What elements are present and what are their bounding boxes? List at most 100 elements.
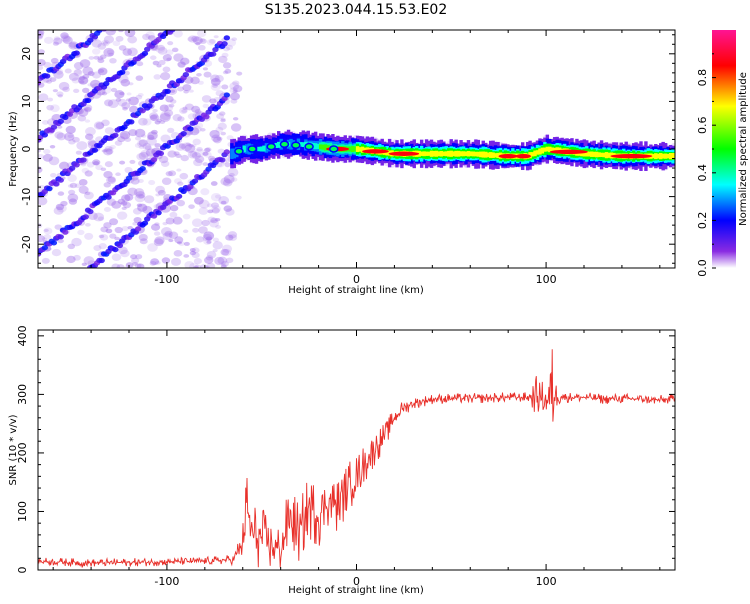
spectrogram-speckle — [212, 249, 218, 253]
aliased-line-mark — [219, 157, 226, 163]
spectrogram-speckle — [212, 237, 220, 243]
aliased-line-mark — [87, 37, 94, 43]
spectrogram-speckle — [38, 34, 43, 40]
spectrogram-speckle — [95, 122, 105, 129]
spectrogram-speckle — [127, 187, 138, 196]
spectrogram-speckle — [220, 200, 227, 205]
spectrogram-speckle — [88, 56, 95, 60]
spectrogram-speckle — [187, 113, 197, 120]
spectrogram-speckle — [98, 243, 107, 250]
spectrogram-speckle — [57, 238, 64, 244]
spectrogram-speckle — [82, 66, 94, 76]
spectrogram-speckle — [127, 35, 138, 44]
spectrogram-speckle — [222, 62, 232, 69]
spectrogram-speckle — [178, 241, 185, 246]
aliased-line-mark — [180, 19, 186, 24]
spectrogram-speckle — [223, 174, 235, 184]
ridge-band-mark — [424, 151, 429, 156]
spectrogram-speckle — [206, 250, 217, 259]
snr-x-axis-label: Height of straight line (km) — [288, 585, 424, 596]
spectrogram-speckle — [219, 111, 226, 116]
spectrogram-speckle — [132, 262, 138, 266]
snr-ticks: -100 0 100 0 100 200 300 400 — [16, 325, 675, 588]
spectrogram-speckle — [81, 262, 87, 266]
spectrogram-speckle — [131, 257, 140, 264]
spectrogram-speckle — [205, 255, 214, 261]
spectrogram-speckle — [232, 89, 238, 93]
spectrogram-speckle — [225, 257, 234, 264]
spectrogram-speckle — [134, 128, 146, 138]
spectrogram-speckle — [214, 217, 221, 222]
ridge-peak-mark — [549, 149, 588, 155]
spectrogram-speckle — [167, 127, 175, 133]
aliased-line-mark — [187, 184, 194, 190]
spectrogram-speckle — [138, 194, 145, 199]
aliased-line-mark — [103, 81, 110, 87]
aliased-line-mark — [223, 149, 231, 155]
spectrogram-speckle — [221, 84, 229, 90]
spectrogram-speckle — [210, 192, 222, 202]
spectrogram-speckle — [182, 213, 191, 220]
aliased-line-mark — [169, 30, 176, 33]
spectrogram-speckle — [97, 216, 105, 221]
spectrogram-speckle — [211, 202, 220, 209]
ridge-band-mark — [447, 150, 451, 157]
spectrogram-speckle — [200, 188, 210, 196]
ridge-band-mark — [417, 150, 421, 157]
spectrogram-speckle — [149, 260, 157, 266]
aliased-line-mark — [150, 213, 158, 219]
spectrogram-speckle — [154, 236, 165, 245]
aliased-line-mark — [141, 220, 149, 226]
spectrogram-speckle — [60, 32, 69, 39]
spectrogram-speckle — [121, 194, 131, 202]
ridge-peak-mark — [610, 153, 653, 159]
spectrogram-speckle — [38, 235, 45, 243]
aliased-line-mark — [87, 208, 94, 215]
aliased-line-mark — [57, 234, 64, 240]
ridge-band-mark — [461, 151, 466, 157]
spectrogram-speckle — [104, 99, 114, 107]
spectrogram-speckle — [170, 89, 176, 93]
ridge-band-mark — [661, 153, 665, 159]
spectrogram-speckle — [230, 177, 238, 182]
ridge-band-mark — [484, 151, 488, 158]
spectrogram-speckle — [41, 237, 47, 241]
spectrogram-speckle — [150, 114, 160, 122]
ridge-band-mark — [671, 153, 675, 160]
spectrogram-speckle — [53, 206, 64, 215]
ridge-band-mark — [663, 153, 668, 159]
aliased-line-mark — [125, 175, 133, 181]
spectrogram-speckle — [172, 114, 182, 122]
aliased-line-mark — [78, 274, 84, 279]
spectrogram-speckle — [164, 230, 173, 238]
spectrogram-speckle — [165, 171, 173, 177]
ridge-band-mark — [348, 146, 352, 152]
ridge-band-mark — [651, 154, 656, 159]
spectrogram-speckle — [56, 204, 67, 213]
aliased-line-mark — [182, 71, 190, 78]
spectrogram-speckle — [134, 142, 142, 149]
spectrogram-speckle — [232, 85, 243, 93]
spectrogram-speckle — [207, 209, 214, 214]
spectrogram-speckle — [46, 79, 53, 84]
ridge-band-mark — [602, 152, 606, 158]
spectrogram-speckle — [105, 148, 114, 155]
ridge-peak-mark — [515, 153, 532, 159]
spectrogram-speckle — [177, 116, 185, 122]
spectrogram-speckle — [206, 262, 216, 268]
spectrogram-speckle — [169, 204, 179, 212]
spectrogram-speckle — [155, 193, 161, 197]
spectrogram-speckle — [73, 88, 80, 93]
spectrogram-speckle — [120, 201, 128, 206]
spectrogram-speckle — [82, 87, 90, 94]
spectrogram-speckle — [146, 137, 157, 146]
spectrogram-speckle — [138, 145, 145, 150]
aliased-line-mark — [174, 21, 180, 26]
ridge-band-mark — [444, 151, 448, 157]
spectrogram-speckle — [111, 253, 122, 262]
spectrogram-speckle — [216, 113, 225, 120]
spectrogram-speckle — [142, 118, 152, 126]
ridge-band-mark — [264, 143, 269, 153]
spectrogram-speckle — [99, 234, 109, 241]
